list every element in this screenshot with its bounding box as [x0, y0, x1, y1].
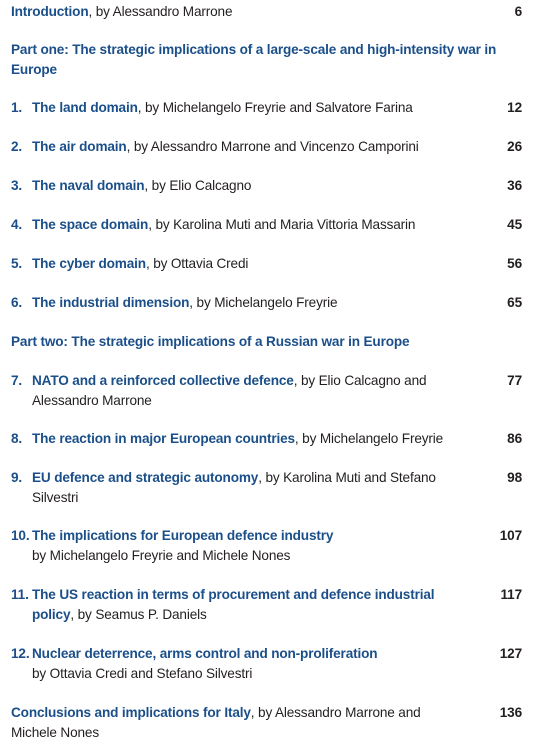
page-number: 26: [507, 139, 522, 154]
toc-entry: 3. The naval domain, by Elio Calcagno 36: [11, 176, 538, 196]
toc-entry: 10. The implications for European defence…: [11, 526, 538, 565]
page-number: 12: [507, 100, 522, 115]
entry-byline: , by Michelangelo Freyrie and Salvatore …: [137, 100, 413, 115]
entry-text: NATO and a reinforced collective defence…: [32, 371, 459, 410]
toc-entry: 12. Nuclear deterrence, arms control and …: [11, 644, 538, 683]
page-number: 6: [514, 4, 523, 19]
entry-title: The space domain: [32, 217, 149, 232]
entry-byline: , by Michelangelo Freyrie: [294, 431, 444, 446]
entry-byline: , by Elio Calcagno: [144, 178, 252, 193]
chapter-number: 8.: [11, 431, 23, 446]
entry-title: The naval domain: [32, 178, 145, 193]
part-heading: Part one: The strategic implications of …: [11, 42, 497, 77]
entry-byline: , by Michelangelo Freyrie: [189, 295, 338, 310]
entry-title: The implications for European defence in…: [32, 528, 334, 543]
chapter-number: 9.: [11, 470, 23, 485]
entry-title: Conclusions and implications for Italy: [11, 705, 251, 720]
page-number: 65: [507, 295, 522, 310]
toc-entry: 5. The cyber domain, by Ottavia Credi 56: [11, 254, 538, 274]
entry-text: The land domain, by Michelangelo Freyrie…: [32, 98, 459, 118]
entry-text: The air domain, by Alessandro Marrone an…: [32, 137, 459, 157]
entry-text: Nuclear deterrence, arms control and non…: [32, 644, 459, 683]
toc-entry: Conclusions and implications for Italy, …: [11, 703, 538, 742]
entry-byline: by Michelangelo Freyrie and Michele None…: [32, 547, 291, 563]
chapter-number: 1.: [11, 100, 23, 115]
entry-title: The cyber domain: [32, 256, 146, 271]
entry-byline: , by Karolina Muti and Stefano Silvestri: [32, 470, 436, 505]
chapter-number: 10.: [11, 528, 30, 543]
entry-text: The naval domain, by Elio Calcagno: [32, 176, 459, 196]
page-number: 98: [507, 470, 522, 485]
toc-entry: 9. EU defence and strategic autonomy, by …: [11, 468, 538, 507]
toc-entry: 8. The reaction in major European countri…: [11, 429, 538, 449]
page-number: 107: [499, 528, 522, 543]
entry-text: The space domain, by Karolina Muti and M…: [32, 215, 459, 235]
entry-title: The industrial dimension: [32, 295, 190, 310]
toc-entry: 6. The industrial dimension, by Michelang…: [11, 293, 538, 313]
entry-text: The cyber domain, by Ottavia Credi: [32, 254, 459, 274]
toc-entry: 4. The space domain, by Karolina Muti and…: [11, 215, 538, 235]
page-number: 136: [499, 705, 522, 720]
part-heading: Part two: The strategic implications of …: [11, 334, 410, 349]
entry-title: The air domain: [32, 139, 127, 154]
chapter-number: 3.: [11, 178, 23, 193]
toc-entry: 1. The land domain, by Michelangelo Freyr…: [11, 98, 538, 118]
toc-entry: Introduction, by Alessandro Marrone 6: [11, 2, 538, 22]
chapter-number: 11.: [11, 587, 29, 602]
chapter-number: 6.: [11, 295, 23, 310]
entry-byline: , by Alessandro Marrone and Vincenzo Cam…: [126, 139, 419, 154]
entry-text: Conclusions and implications for Italy, …: [11, 703, 459, 742]
chapter-number: 7.: [11, 373, 23, 388]
entry-byline: by Ottavia Credi and Stefano Silvestri: [32, 665, 253, 681]
chapter-number: 5.: [11, 256, 23, 271]
chapter-number: 2.: [11, 139, 23, 154]
page-number: 77: [507, 373, 522, 388]
entry-title: Nuclear deterrence, arms control and non…: [32, 646, 378, 661]
chapter-number: 4.: [11, 217, 23, 232]
entry-text: EU defence and strategic autonomy, by Ka…: [32, 468, 459, 507]
entry-title: The US reaction in terms of procurement …: [32, 587, 435, 622]
entry-title: The land domain: [32, 100, 138, 115]
toc-entry: 7. NATO and a reinforced collective defen…: [11, 371, 538, 410]
entry-title: NATO and a reinforced collective defence: [32, 373, 294, 388]
page-number: 127: [499, 646, 522, 661]
page-number: 86: [507, 431, 522, 446]
entry-byline: , by Elio Calcagno and Alessandro Marron…: [32, 373, 427, 408]
entry-text: The industrial dimension, by Michelangel…: [32, 293, 459, 313]
chapter-number: 12.: [11, 646, 30, 661]
entry-text: The implications for European defence in…: [32, 526, 459, 565]
page-number: 56: [507, 256, 522, 271]
entry-title: Introduction: [11, 4, 89, 19]
entry-text: Introduction, by Alessandro Marrone: [11, 2, 459, 22]
entry-byline: , by Ottavia Credi: [145, 256, 249, 271]
page-number: 45: [507, 217, 522, 232]
entry-byline: , by Karolina Muti and Maria Vittoria Ma…: [148, 217, 416, 232]
entry-text: The reaction in major European countries…: [32, 429, 459, 449]
entry-title: The reaction in major European countries: [32, 431, 295, 446]
page-number: 117: [500, 587, 523, 602]
page-number: 36: [507, 178, 522, 193]
entry-byline: , by Alessandro Marrone and Michele None…: [11, 705, 421, 740]
entry-byline: , by Alessandro Marrone: [88, 4, 233, 19]
toc-entry: 11. The US reaction in terms of procureme…: [11, 585, 538, 624]
entry-title: EU defence and strategic autonomy: [32, 470, 259, 485]
entry-text: The US reaction in terms of procurement …: [32, 585, 459, 624]
entry-byline: , by Seamus P. Daniels: [70, 606, 207, 622]
toc-entry: 2. The air domain, by Alessandro Marrone …: [11, 137, 538, 157]
